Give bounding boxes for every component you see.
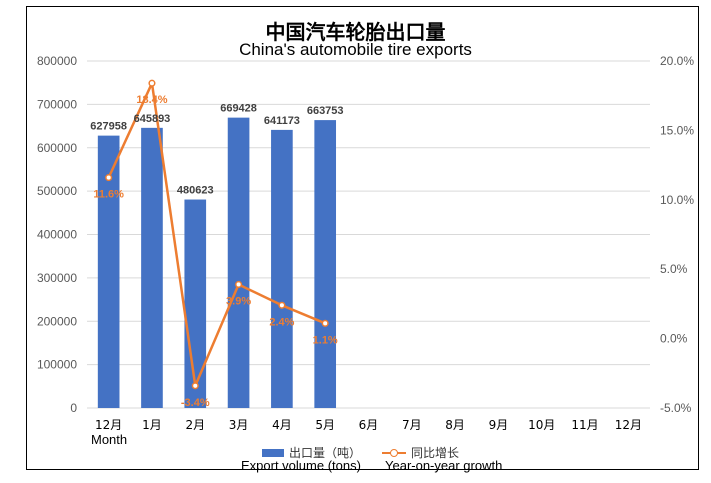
bar-data-label: 627958 (90, 121, 127, 133)
line-data-label: 3.9% (226, 295, 251, 307)
bar (314, 120, 337, 408)
line-point (191, 382, 199, 390)
bar (184, 199, 207, 408)
y-left-tick-label: 300000 (37, 271, 77, 285)
y-left-tick-label: 800000 (37, 54, 77, 68)
line-data-label: 1.1% (313, 334, 338, 346)
legend-line-swatch (382, 448, 406, 458)
y-right-tick-label: 5.0% (660, 262, 688, 276)
x-tick-label: 5月 (315, 418, 335, 432)
bar-data-label: 669428 (220, 103, 257, 115)
legend-label-export-volume: 出口量（吨） (289, 446, 362, 460)
bar (97, 135, 120, 408)
bar-data-label: 645893 (134, 113, 171, 125)
x-tick-label: 12月 (615, 418, 642, 432)
y-left-tick-label: 700000 (37, 97, 77, 111)
bar (227, 117, 250, 408)
bar-data-label: 480623 (177, 185, 214, 197)
y-left-tick-label: 100000 (37, 358, 77, 372)
x-tick-label: 1月 (142, 418, 162, 432)
line-data-label: 11.6% (93, 189, 124, 201)
legend-note-export-volume: Export volume (tons) (241, 458, 361, 473)
y-right-tick-label: -5.0% (660, 401, 692, 415)
line-point (235, 280, 243, 289)
y-left-tick-label: 600000 (37, 141, 77, 155)
chart-frame (26, 6, 699, 470)
legend-bar-swatch (262, 448, 284, 457)
y-left-tick-label: 200000 (37, 314, 77, 328)
chart-title-english: China's automobile tire exports (239, 40, 472, 59)
x-tick-label: 6月 (359, 418, 379, 432)
x-axis-label: Month (91, 432, 128, 447)
chart-title-chinese: 中国汽车轮胎出口量 (265, 20, 446, 44)
legend-line-marker (390, 448, 398, 457)
bar-data-label: 641173 (264, 115, 300, 127)
bar (271, 129, 293, 408)
x-tick-label: 4月 (272, 418, 292, 432)
line-data-label: 18.4% (136, 94, 167, 106)
line-point (148, 79, 156, 87)
line-point (105, 174, 113, 182)
x-tick-label: 7月 (402, 418, 422, 432)
legend-note-yoy-growth: Year-on-year growth (385, 458, 503, 473)
bar-data-label: 663753 (307, 105, 344, 117)
y-right-tick-label: 15.0% (660, 123, 694, 137)
y-left-tick-label: 0 (70, 401, 77, 415)
y-left-tick-label: 500000 (37, 184, 77, 198)
line-point (321, 319, 329, 327)
x-tick-label: 3月 (229, 418, 249, 432)
bar (141, 127, 163, 409)
legend-item-yoy-growth[interactable]: 同比增长 (382, 444, 459, 461)
y-right-tick-label: 0.0% (660, 332, 688, 346)
x-tick-label: 2月 (185, 418, 205, 432)
line-data-label: -3.4% (181, 397, 210, 409)
series-line-yoy-growth (107, 81, 326, 388)
legend-label-yoy-growth: 同比增长 (411, 446, 460, 460)
legend-item-export-volume[interactable]: 出口量（吨） (262, 444, 361, 461)
y-right-tick-label: 20.0% (660, 54, 694, 68)
y-left-tick-label: 400000 (37, 228, 77, 242)
line-data-label: 2.4% (269, 316, 294, 328)
x-tick-label: 11月 (571, 418, 598, 432)
x-tick-label: 9月 (489, 418, 509, 432)
line-point (278, 301, 286, 309)
x-tick-label: 12月 (95, 418, 122, 432)
x-tick-label: 10月 (528, 418, 555, 432)
y-right-tick-label: 10.0% (660, 193, 694, 207)
x-tick-label: 8月 (445, 418, 465, 432)
